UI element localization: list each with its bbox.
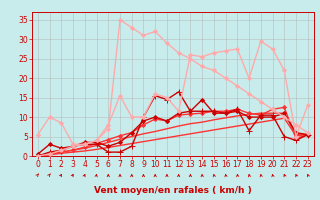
X-axis label: Vent moyen/en rafales ( km/h ): Vent moyen/en rafales ( km/h ) — [94, 186, 252, 195]
